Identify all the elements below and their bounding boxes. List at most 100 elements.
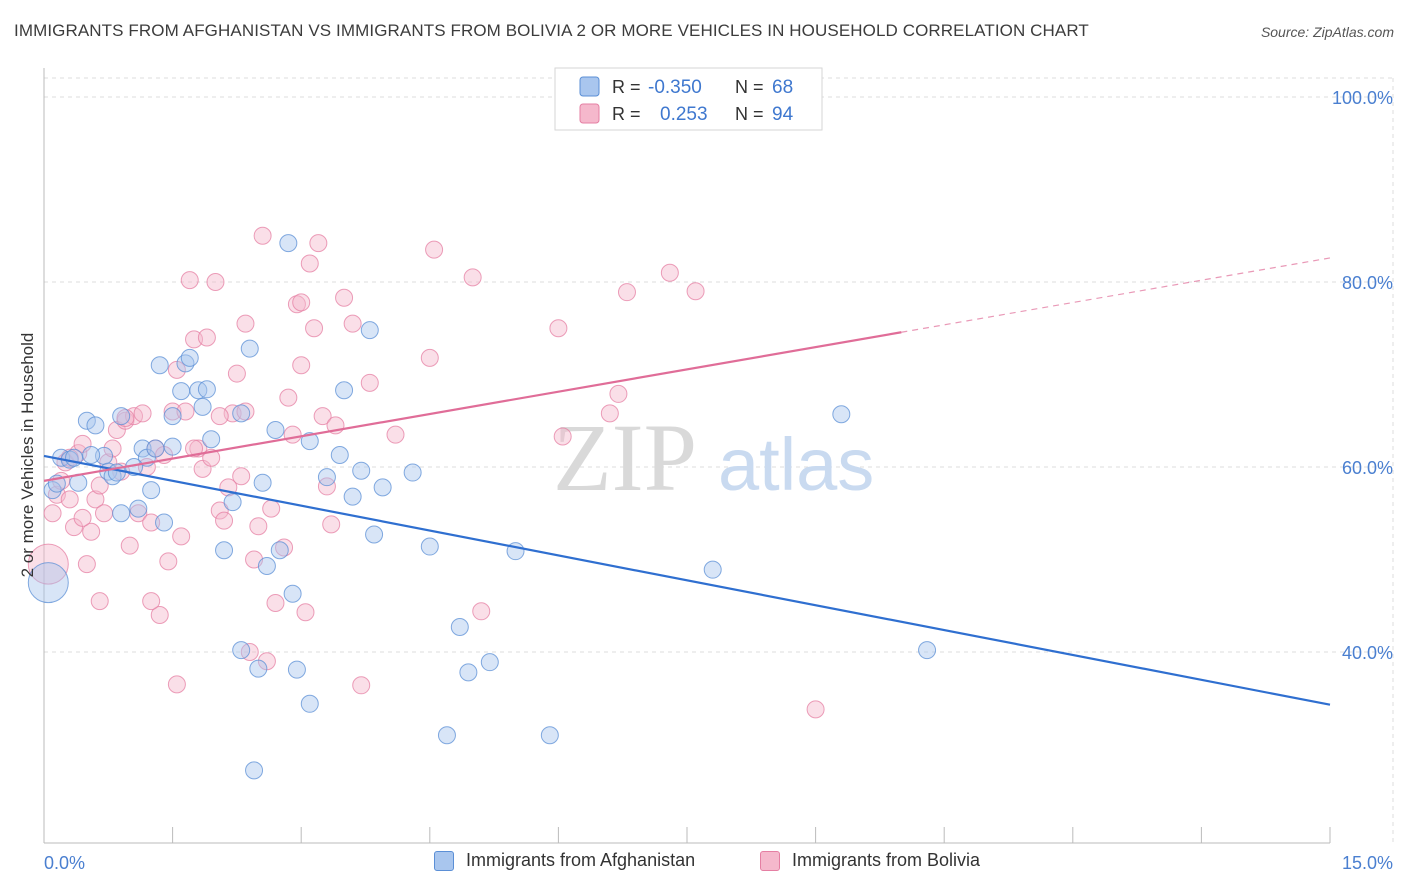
bolivia-trend-line-extension xyxy=(901,257,1331,333)
bolivia-point xyxy=(159,552,178,571)
bolivia-point xyxy=(43,504,62,523)
bolivia-point xyxy=(322,515,341,534)
legend-item-bolivia: Immigrants from Bolivia xyxy=(760,850,980,871)
bolivia-points xyxy=(27,226,825,719)
afghanistan-point xyxy=(360,321,379,340)
afghanistan-point xyxy=(249,659,268,678)
afghanistan-point xyxy=(129,499,148,518)
afghanistan-point xyxy=(283,584,302,603)
legend-r-label: R = xyxy=(612,77,641,97)
bolivia-point xyxy=(77,555,96,574)
afghanistan-point xyxy=(197,380,216,399)
bolivia-point xyxy=(86,490,105,509)
bolivia-point xyxy=(313,407,332,426)
bolivia-point xyxy=(305,319,324,338)
afghanistan-point xyxy=(112,407,131,426)
afghanistan-point xyxy=(330,445,349,464)
bolivia-point xyxy=(617,283,636,302)
bolivia-point xyxy=(60,490,79,509)
afghanistan-point xyxy=(232,404,251,423)
bolivia-point xyxy=(172,527,191,546)
bolivia-point xyxy=(197,328,216,347)
legend-item-afghanistan: Immigrants from Afghanistan xyxy=(434,850,695,871)
bolivia-point xyxy=(253,226,272,245)
bolivia-point xyxy=(279,388,298,407)
bolivia-point xyxy=(549,319,568,338)
afghanistan-trend-line xyxy=(43,454,1331,706)
trend-lines xyxy=(43,257,1331,706)
y-tick-label: 60.0% xyxy=(1342,458,1393,478)
bolivia-point xyxy=(296,603,315,622)
axes xyxy=(43,68,1331,844)
legend-top: R = -0.350 N = 68 R = 0.253 N = 94 xyxy=(554,67,823,131)
afghanistan-point xyxy=(480,653,499,672)
afghanistan-point xyxy=(146,439,165,458)
bolivia-point xyxy=(27,543,69,585)
bolivia-point xyxy=(142,592,161,611)
bolivia-point xyxy=(686,282,705,301)
bolivia-point xyxy=(142,513,161,532)
legend-label: Immigrants from Bolivia xyxy=(792,850,981,870)
bolivia-point xyxy=(163,402,182,421)
afghanistan-point xyxy=(279,234,298,253)
afghanistan-point xyxy=(253,473,272,492)
afghanistan-point xyxy=(450,618,469,637)
bolivia-point xyxy=(262,499,281,518)
afghanistan-point xyxy=(27,562,69,604)
afghanistan-point xyxy=(459,663,478,682)
afghanistan-point xyxy=(112,504,131,523)
bolivia-point xyxy=(236,314,255,333)
legend-swatch-blue xyxy=(434,850,454,871)
bolivia-point xyxy=(210,501,229,520)
legend-swatch-pink xyxy=(760,850,780,871)
bolivia-point xyxy=(120,536,139,555)
bolivia-point xyxy=(335,288,354,307)
afghanistan-point xyxy=(86,416,105,435)
bolivia-point xyxy=(309,234,328,253)
bolivia-point xyxy=(420,348,439,367)
bolivia-point xyxy=(133,404,152,423)
bolivia-point xyxy=(472,602,491,621)
bolivia-point xyxy=(90,476,109,495)
bolivia-point xyxy=(150,606,169,624)
legend-swatch-blue xyxy=(579,76,600,97)
afghanistan-point xyxy=(287,660,306,679)
bolivia-point xyxy=(386,425,405,444)
legend-n-value: 94 xyxy=(772,104,794,125)
bolivia-trend-line xyxy=(43,331,902,482)
bolivia-point xyxy=(463,268,482,287)
afghanistan-point xyxy=(373,478,392,497)
bolivia-point xyxy=(352,676,371,695)
legend-r-value: 0.253 xyxy=(660,104,708,125)
bolivia-point xyxy=(292,293,311,312)
bolivia-point xyxy=(283,425,302,444)
y-tick-label: 80.0% xyxy=(1342,273,1393,293)
watermark: ZIP atlas xyxy=(553,404,874,511)
chart-title: IMMIGRANTS FROM AFGHANISTAN VS IMMIGRANT… xyxy=(14,21,1089,40)
y-axis-label: 2 or more Vehicles in Household xyxy=(18,333,37,578)
bolivia-point xyxy=(206,273,225,291)
bolivia-point xyxy=(360,373,379,392)
afghanistan-point xyxy=(77,411,96,430)
afghanistan-point xyxy=(343,487,362,506)
legend-r-label: R = xyxy=(612,104,641,124)
bolivia-point xyxy=(90,592,109,611)
afghanistan-point xyxy=(266,421,285,439)
legend-label: Immigrants from Afghanistan xyxy=(466,850,696,870)
afghanistan-point xyxy=(270,541,289,560)
afghanistan-point xyxy=(215,541,234,560)
bolivia-point xyxy=(73,508,92,527)
afghanistan-point xyxy=(163,437,182,456)
afghanistan-point xyxy=(202,430,221,449)
bolivia-point xyxy=(249,517,268,536)
afghanistan-point xyxy=(172,382,191,401)
watermark-atlas: atlas xyxy=(718,423,874,506)
afghanistan-point xyxy=(232,641,251,660)
afghanistan-point xyxy=(193,397,212,416)
bolivia-point xyxy=(215,511,234,530)
bolivia-point xyxy=(232,467,251,486)
afghanistan-point xyxy=(403,463,422,482)
y-tick-label: 100.0% xyxy=(1332,88,1393,108)
bolivia-point xyxy=(609,384,628,403)
bolivia-point xyxy=(600,404,619,423)
